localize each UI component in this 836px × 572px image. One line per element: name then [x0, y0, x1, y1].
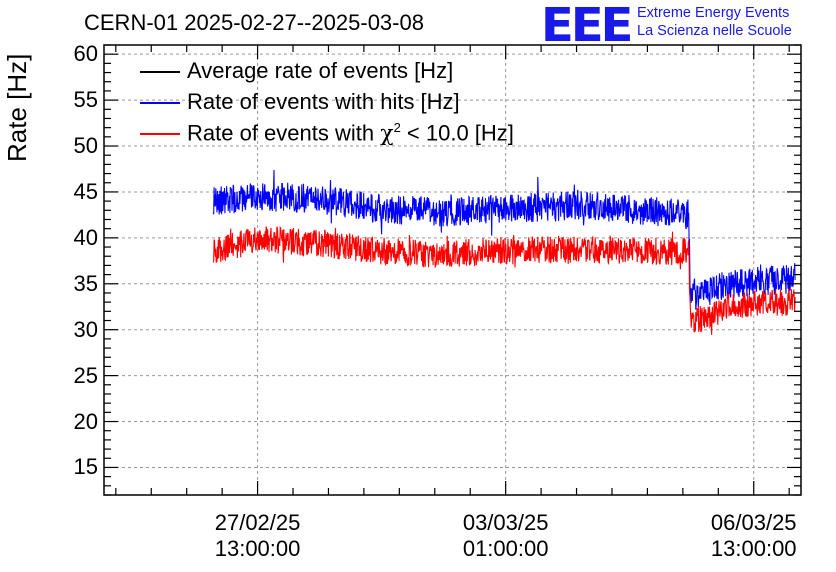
logo-caption: Extreme Energy Events La Scienza nelle S…: [637, 4, 792, 40]
logo-caption-line1: Extreme Energy Events: [637, 5, 790, 21]
x-tick-date: 03/03/25: [462, 510, 549, 535]
y-tick-label: 20: [73, 408, 98, 434]
y-tick-label: 60: [73, 41, 98, 67]
eee-logo: EEE: [540, 0, 634, 52]
series-line-2: [212, 225, 796, 335]
y-tick-label: 25: [73, 362, 98, 388]
y-tick-label: 30: [73, 316, 98, 342]
logo-caption-line2: La Scienza nelle Scuole: [637, 23, 792, 39]
y-tick-label: 55: [73, 87, 98, 113]
plot-frame: [103, 44, 802, 496]
chart-title: CERN-01 2025-02-27--2025-03-08: [84, 10, 424, 35]
x-tick-date: 27/02/25: [214, 510, 301, 535]
y-tick-label: 45: [73, 178, 98, 204]
legend-entry-1: Rate of events with hits [Hz]: [187, 89, 460, 114]
series-line-1: [212, 169, 796, 310]
x-tick-time: 01:00:00: [462, 536, 549, 561]
y-tick-label: 40: [73, 224, 98, 250]
x-tick-time: 13:00:00: [710, 536, 797, 561]
x-tick-label: 06/03/25 13:00:00: [674, 510, 834, 562]
x-tick-label: 27/02/25 13:00:00: [178, 510, 338, 562]
x-tick-label: 03/03/25 01:00:00: [426, 510, 586, 562]
x-tick-time: 13:00:00: [214, 536, 301, 561]
x-tick-date: 06/03/25: [710, 510, 797, 535]
y-tick-label: 50: [73, 133, 98, 159]
y-tick-label: 35: [73, 270, 98, 296]
legend-entry-0: Average rate of events [Hz]: [187, 58, 454, 83]
legend-entry-2: Rate of events with χ2 < 10.0 [Hz]: [187, 120, 514, 147]
y-tick-label: 15: [73, 454, 98, 480]
